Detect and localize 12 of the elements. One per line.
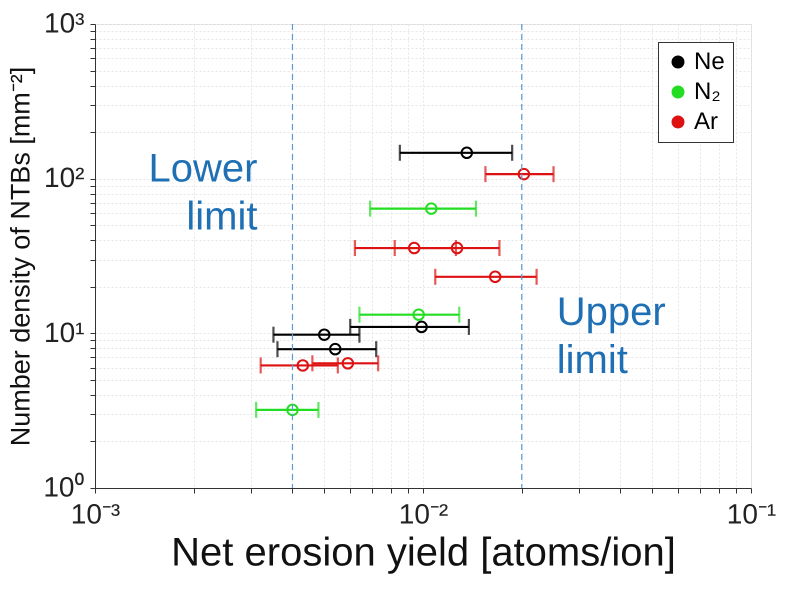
y-tick-label: 10¹ (44, 316, 84, 348)
y-tick-label: 10³ (44, 8, 84, 38)
legend-label: Ar (694, 108, 718, 135)
y-axis-title: Number density of NTBs [mm⁻²] (5, 66, 36, 446)
x-tick-label: 10⁻² (398, 498, 448, 530)
ref-line-label: Upper limit (556, 290, 666, 382)
ref-line-label: Lower limit (148, 146, 258, 238)
y-tick-label: 10² (44, 162, 84, 194)
legend-label: N₂ (694, 78, 721, 105)
x-tick-label: 10⁻¹ (726, 498, 776, 530)
legend-label: Ne (694, 48, 725, 75)
x-axis-title: Net erosion yield [atoms/ion] (171, 530, 676, 574)
